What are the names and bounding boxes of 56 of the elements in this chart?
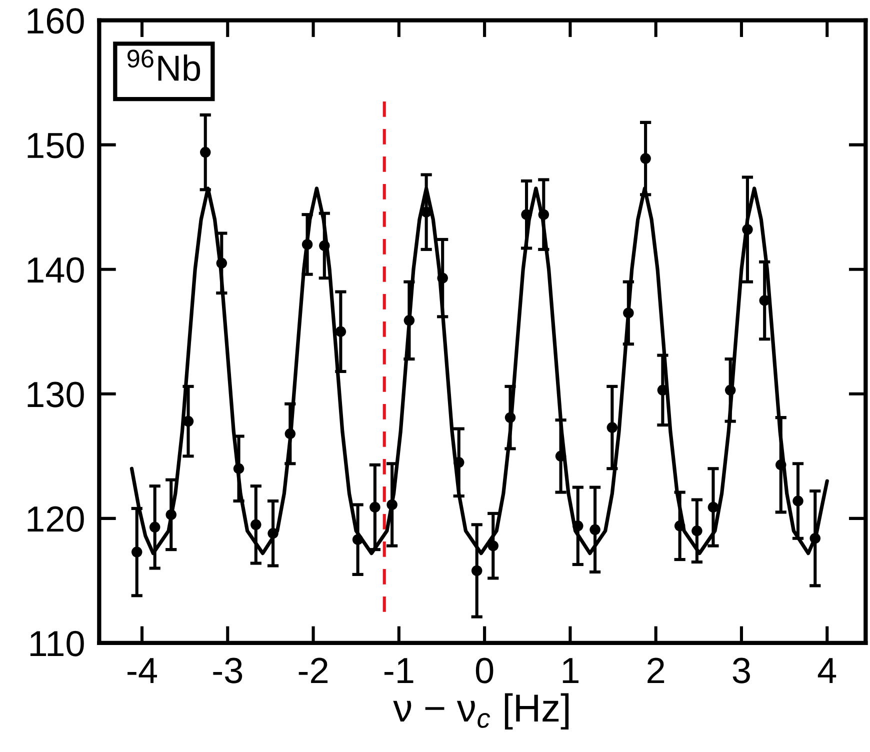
y-tick-label: 160	[28, 8, 84, 34]
point	[488, 540, 498, 552]
point	[233, 463, 244, 474]
point	[250, 519, 262, 530]
x-tick-label: 0	[476, 658, 494, 684]
point	[131, 546, 142, 558]
point	[370, 502, 380, 513]
point	[302, 239, 313, 250]
point	[742, 224, 753, 235]
x-tick-label: 1	[562, 658, 578, 684]
point	[521, 209, 532, 220]
point	[386, 499, 398, 510]
point	[640, 153, 651, 164]
point	[792, 496, 804, 506]
x-tick-label: -4	[128, 658, 157, 684]
point	[216, 258, 228, 269]
point	[149, 522, 160, 533]
x-axis-title: ν − ν$_{c}$ [Hz]	[393, 693, 569, 730]
y-tick-label: 150	[28, 132, 84, 158]
x-tick-label: -3	[213, 658, 242, 684]
x-tick-label: -1	[384, 658, 414, 684]
point	[453, 457, 464, 468]
point	[674, 520, 686, 532]
point	[420, 206, 432, 218]
point	[775, 460, 786, 470]
x-tick-label: 4	[818, 658, 836, 684]
point	[335, 326, 346, 338]
y-tick-label: 120	[28, 506, 84, 532]
point	[404, 315, 415, 326]
annotation: $^{96}$Nb	[128, 50, 200, 82]
point	[166, 509, 176, 520]
point	[590, 524, 600, 536]
point	[759, 295, 770, 306]
point	[352, 534, 364, 545]
point	[572, 520, 584, 532]
point	[471, 565, 482, 576]
point	[708, 502, 719, 513]
point	[724, 384, 736, 396]
point	[504, 412, 516, 423]
y-tick-label: 140	[28, 257, 84, 283]
point	[284, 428, 296, 440]
y-tick-label: 130	[28, 382, 84, 408]
y-tick-label: 110	[30, 630, 84, 656]
point	[319, 240, 330, 252]
point	[555, 450, 566, 462]
point	[692, 526, 702, 536]
point	[538, 209, 550, 220]
point	[810, 532, 820, 544]
point	[606, 422, 618, 433]
point	[268, 528, 278, 539]
x-tick-label: 3	[732, 658, 750, 684]
point	[623, 308, 634, 318]
point	[200, 146, 211, 158]
point	[437, 272, 448, 284]
x-tick-label: 2	[648, 658, 664, 684]
x-tick-label: -2	[298, 658, 328, 684]
